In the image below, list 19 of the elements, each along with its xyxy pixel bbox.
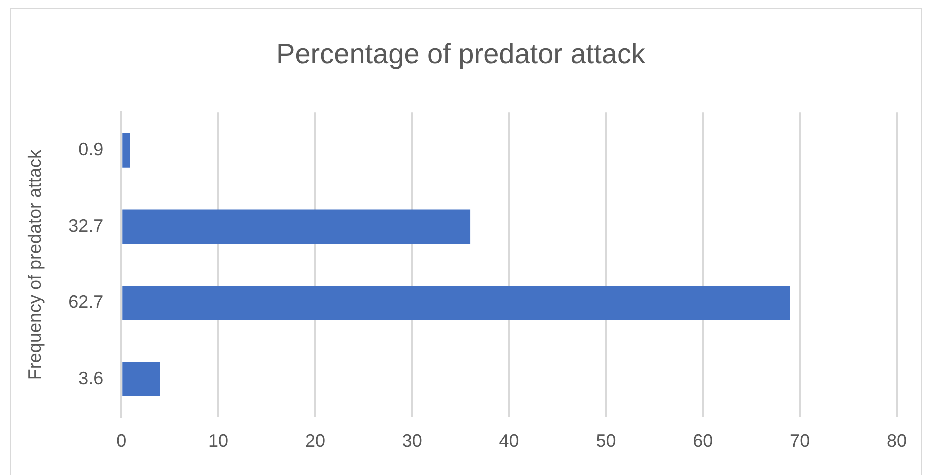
bar [122,362,160,396]
bar [122,210,471,244]
x-tick-label: 80 [886,431,908,452]
y-axis-title: Frequency of predator attack [24,148,45,380]
x-tick-label: 10 [208,431,229,452]
y-tick-label: 0.9 [78,140,104,160]
y-tick-label: 3.6 [78,368,104,388]
y-tick-label: 32.7 [68,216,104,236]
x-tick-label: 0 [116,431,127,452]
x-tick-label: 50 [596,431,616,452]
y-tick-label: 62.7 [68,292,104,312]
x-tick-label: 60 [693,431,714,452]
x-tick-label: 30 [402,431,422,452]
x-tick-label: 40 [499,431,520,452]
chart-title: Percentage of predator attack [276,38,646,70]
x-tick-label: 20 [305,431,326,452]
bar [122,134,130,168]
bar [122,286,790,320]
x-tick-label: 70 [790,431,810,452]
